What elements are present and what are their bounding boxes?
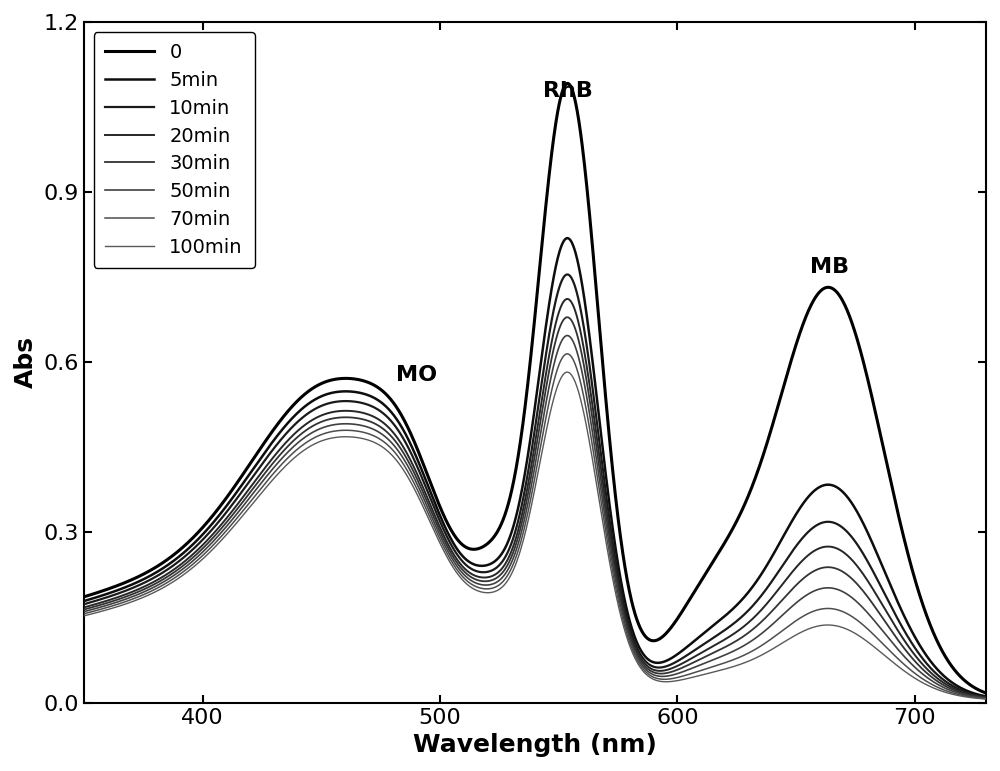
Y-axis label: Abs: Abs (14, 336, 38, 389)
Text: MO: MO (396, 365, 437, 385)
X-axis label: Wavelength (nm): Wavelength (nm) (413, 733, 657, 757)
Text: RhB: RhB (543, 81, 593, 101)
Legend: 0, 5min, 10min, 20min, 30min, 50min, 70min, 100min: 0, 5min, 10min, 20min, 30min, 50min, 70m… (94, 32, 255, 268)
Text: MB: MB (810, 258, 849, 278)
